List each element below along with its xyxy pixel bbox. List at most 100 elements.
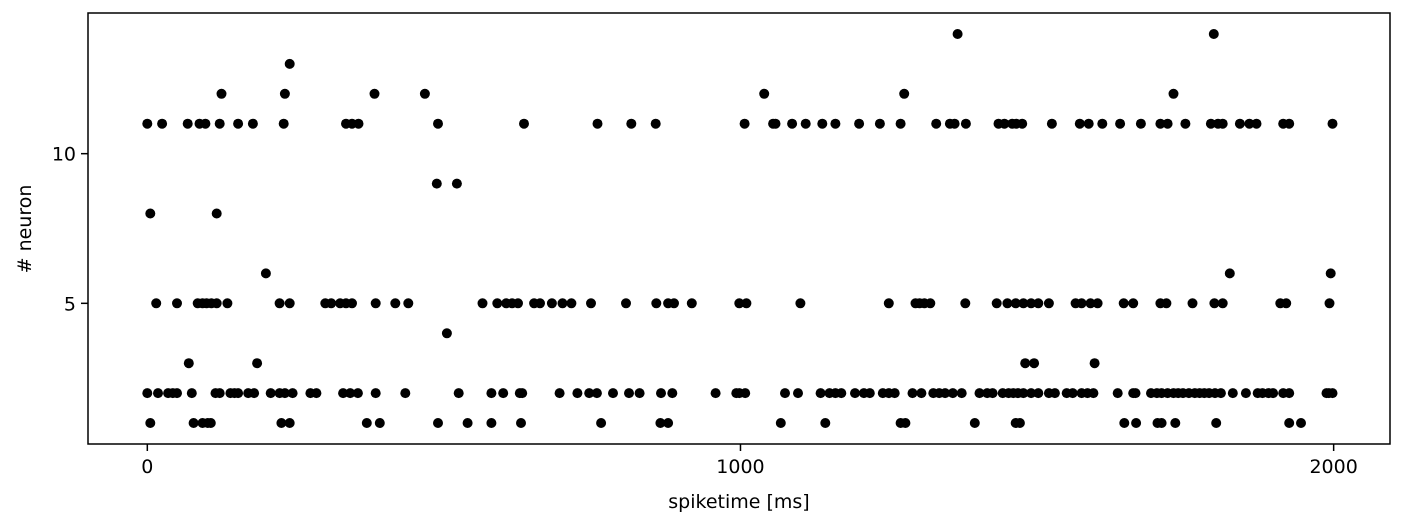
spike-point — [916, 388, 927, 399]
spike-point — [591, 388, 602, 399]
spike-point — [991, 298, 1002, 309]
data-points — [142, 29, 1338, 428]
spike-point — [477, 298, 488, 309]
spike-point — [284, 418, 295, 428]
spike-point — [311, 388, 322, 399]
spike-point — [817, 118, 828, 129]
spike-point — [651, 298, 662, 309]
spike-point — [960, 118, 971, 129]
spike-point — [626, 118, 637, 129]
spike-point — [1130, 388, 1141, 399]
spike-point — [486, 388, 497, 399]
spike-point — [433, 418, 443, 428]
spike-point — [274, 298, 285, 309]
spike-point — [1026, 388, 1037, 399]
spike-point — [820, 418, 831, 428]
spike-point — [1135, 118, 1146, 129]
spike-point — [999, 118, 1010, 129]
spike-point — [403, 298, 414, 309]
spike-point — [214, 388, 225, 399]
spike-point — [347, 298, 357, 309]
spike-point — [734, 298, 745, 309]
spike-point — [338, 388, 349, 399]
spike-point — [276, 418, 287, 428]
spike-point — [931, 118, 942, 129]
spike-point — [182, 118, 193, 129]
spike-point — [145, 208, 156, 219]
y-tick-label: 10 — [52, 144, 76, 166]
spike-point — [883, 298, 894, 309]
spike-point — [1215, 388, 1226, 399]
spike-point — [554, 388, 565, 399]
spike-point — [214, 118, 225, 129]
spike-point — [1205, 118, 1216, 129]
spike-point — [1029, 358, 1040, 369]
spike-point — [1251, 118, 1262, 129]
spike-point — [1026, 298, 1037, 309]
spike-point — [1046, 118, 1057, 129]
spike-point — [1085, 298, 1096, 309]
spike-point — [222, 298, 233, 309]
spike-point — [1161, 298, 1172, 309]
spike-point — [279, 88, 290, 99]
spike-point — [188, 418, 199, 428]
spike-point — [1234, 118, 1245, 129]
spike-point — [667, 388, 678, 399]
spike-point — [186, 388, 197, 399]
spike-point — [836, 388, 847, 399]
spike-point — [795, 298, 806, 309]
spike-point — [1284, 418, 1295, 428]
spike-point — [183, 358, 194, 369]
spike-point — [1076, 298, 1087, 309]
spike-point — [1327, 388, 1338, 399]
spike-point — [596, 418, 607, 428]
spike-point — [326, 298, 337, 309]
spike-point — [145, 418, 156, 428]
spike-point — [1131, 418, 1142, 428]
spike-point — [546, 298, 557, 309]
spike-point — [535, 298, 545, 309]
spike-point — [1083, 118, 1094, 129]
spike-point — [247, 118, 258, 129]
spike-point — [142, 118, 153, 129]
spike-point — [1018, 298, 1029, 309]
spike-point — [655, 418, 666, 428]
spike-point — [369, 88, 380, 99]
spike-point — [1240, 388, 1251, 399]
spike-point — [353, 118, 364, 129]
spike-point — [462, 418, 473, 428]
spike-point — [1014, 418, 1025, 428]
spike-point — [1002, 298, 1013, 309]
spike-point — [453, 388, 464, 399]
x-axis-ticks: 0 1000 2000 — [141, 444, 1358, 478]
spike-point — [907, 388, 918, 399]
spike-point — [634, 388, 645, 399]
spike-point — [284, 58, 295, 69]
spike-point — [960, 298, 971, 309]
x-tick-label: 2000 — [1309, 456, 1357, 478]
spike-point — [1208, 29, 1219, 39]
spike-point — [1327, 118, 1338, 129]
spike-point — [287, 388, 298, 399]
spike-point — [1187, 298, 1198, 309]
spike-point — [969, 418, 980, 428]
spike-point — [1325, 268, 1336, 279]
spike-point — [949, 118, 960, 129]
spike-point — [1088, 388, 1099, 399]
spike-point — [650, 118, 661, 129]
x-tick-label: 1000 — [716, 456, 764, 478]
spike-point — [656, 388, 666, 399]
spike-point — [431, 178, 442, 189]
spike-point — [1033, 388, 1044, 399]
spike-point — [1112, 388, 1123, 399]
spike-point — [153, 388, 163, 399]
spike-point — [1170, 418, 1181, 428]
spike-point — [739, 118, 750, 129]
spike-point — [265, 388, 276, 399]
spike-point — [740, 388, 751, 399]
spike-point — [1281, 298, 1292, 309]
spike-point — [516, 418, 526, 428]
spike-point — [1209, 298, 1220, 309]
spike-point — [925, 298, 936, 309]
